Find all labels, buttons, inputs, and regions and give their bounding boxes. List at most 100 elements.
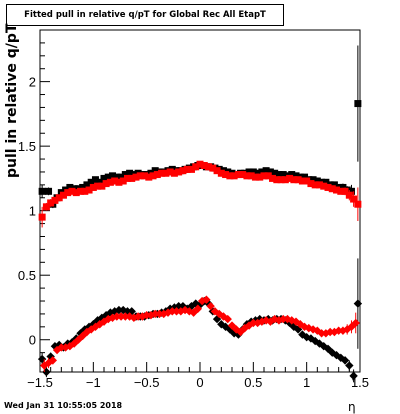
data-point	[309, 176, 317, 184]
data-point	[151, 167, 159, 175]
data-point	[79, 183, 87, 191]
data-point	[313, 177, 321, 185]
data-point	[277, 176, 285, 184]
data-point	[114, 305, 124, 315]
y-axis-label: pull in relative q/pT	[4, 23, 20, 178]
data-point	[325, 327, 335, 337]
data-point	[104, 173, 112, 181]
data-point	[322, 178, 330, 186]
data-point	[66, 183, 74, 191]
data-point	[159, 309, 168, 319]
data-point	[132, 173, 140, 181]
data-point	[234, 171, 242, 179]
data-point	[345, 361, 354, 370]
data-point	[311, 181, 319, 189]
data-point	[281, 176, 289, 184]
data-point	[232, 325, 241, 334]
data-point	[279, 314, 288, 324]
data-point	[117, 173, 125, 181]
x-tick-label: −0.5	[134, 375, 160, 390]
y-tick-label: 1	[29, 204, 36, 219]
data-point	[273, 176, 281, 184]
data-point	[264, 172, 272, 180]
data-point	[106, 178, 114, 186]
data-point	[166, 168, 174, 176]
data-point	[193, 304, 203, 313]
data-point	[155, 309, 164, 319]
y-tick-label: 2	[29, 75, 36, 90]
data-point	[119, 305, 128, 315]
data-point	[128, 174, 136, 182]
y-tick-label: 0	[29, 333, 36, 348]
data-point	[115, 178, 123, 186]
data-point	[123, 174, 131, 182]
data-point	[83, 181, 91, 189]
data-point	[47, 199, 55, 207]
data-point	[245, 168, 253, 176]
data-point	[249, 168, 257, 176]
data-point	[317, 329, 326, 338]
data-point	[341, 187, 349, 195]
data-point	[77, 187, 85, 195]
data-point	[303, 177, 311, 185]
data-point	[91, 176, 99, 184]
data-point	[192, 163, 200, 171]
data-point	[142, 311, 151, 320]
data-point	[100, 174, 108, 182]
data-point	[187, 165, 195, 173]
data-point	[158, 169, 166, 177]
data-point	[345, 191, 353, 199]
data-point	[127, 307, 136, 316]
x-tick-label: 1.5	[351, 375, 369, 390]
data-point	[324, 183, 332, 191]
data-point	[109, 172, 117, 180]
data-point	[205, 163, 213, 171]
data-point	[275, 171, 283, 179]
data-point	[239, 171, 247, 179]
data-point	[333, 186, 341, 194]
data-point	[172, 307, 181, 316]
data-point	[334, 326, 343, 335]
data-point	[61, 343, 70, 352]
data-point	[206, 301, 215, 311]
data-point	[113, 173, 121, 181]
data-point	[251, 173, 259, 181]
data-point	[269, 174, 277, 182]
data-point	[55, 194, 63, 202]
data-point	[163, 308, 173, 317]
data-point	[38, 187, 46, 195]
data-point	[151, 309, 160, 319]
data-point	[227, 321, 237, 330]
data-point	[279, 171, 287, 179]
data-point	[85, 186, 93, 194]
data-point	[328, 185, 336, 193]
data-point	[226, 172, 234, 180]
data-point	[89, 183, 97, 191]
data-point	[141, 172, 149, 180]
data-point	[121, 171, 129, 179]
data-point	[195, 300, 205, 310]
x-tick-label: −1.5	[27, 375, 53, 390]
x-axis-label: η	[348, 400, 356, 414]
data-point	[217, 169, 225, 177]
data-point	[320, 182, 328, 190]
series-1	[38, 160, 362, 228]
data-point	[271, 169, 279, 177]
data-point	[222, 171, 230, 179]
data-point	[64, 189, 72, 197]
data-point	[266, 168, 274, 176]
data-point	[247, 172, 255, 180]
data-point	[111, 177, 119, 185]
data-point	[149, 172, 157, 180]
data-point	[72, 189, 80, 197]
x-tick-label: −1	[86, 375, 101, 390]
data-point	[340, 356, 350, 365]
date-stamp: Wed Jan 31 10:55:05 2018	[4, 401, 123, 410]
data-point	[126, 169, 134, 177]
data-point	[116, 312, 126, 321]
data-point	[42, 367, 51, 377]
data-point	[48, 356, 57, 365]
data-point	[243, 172, 251, 180]
data-point	[339, 183, 347, 191]
data-point	[102, 180, 110, 188]
